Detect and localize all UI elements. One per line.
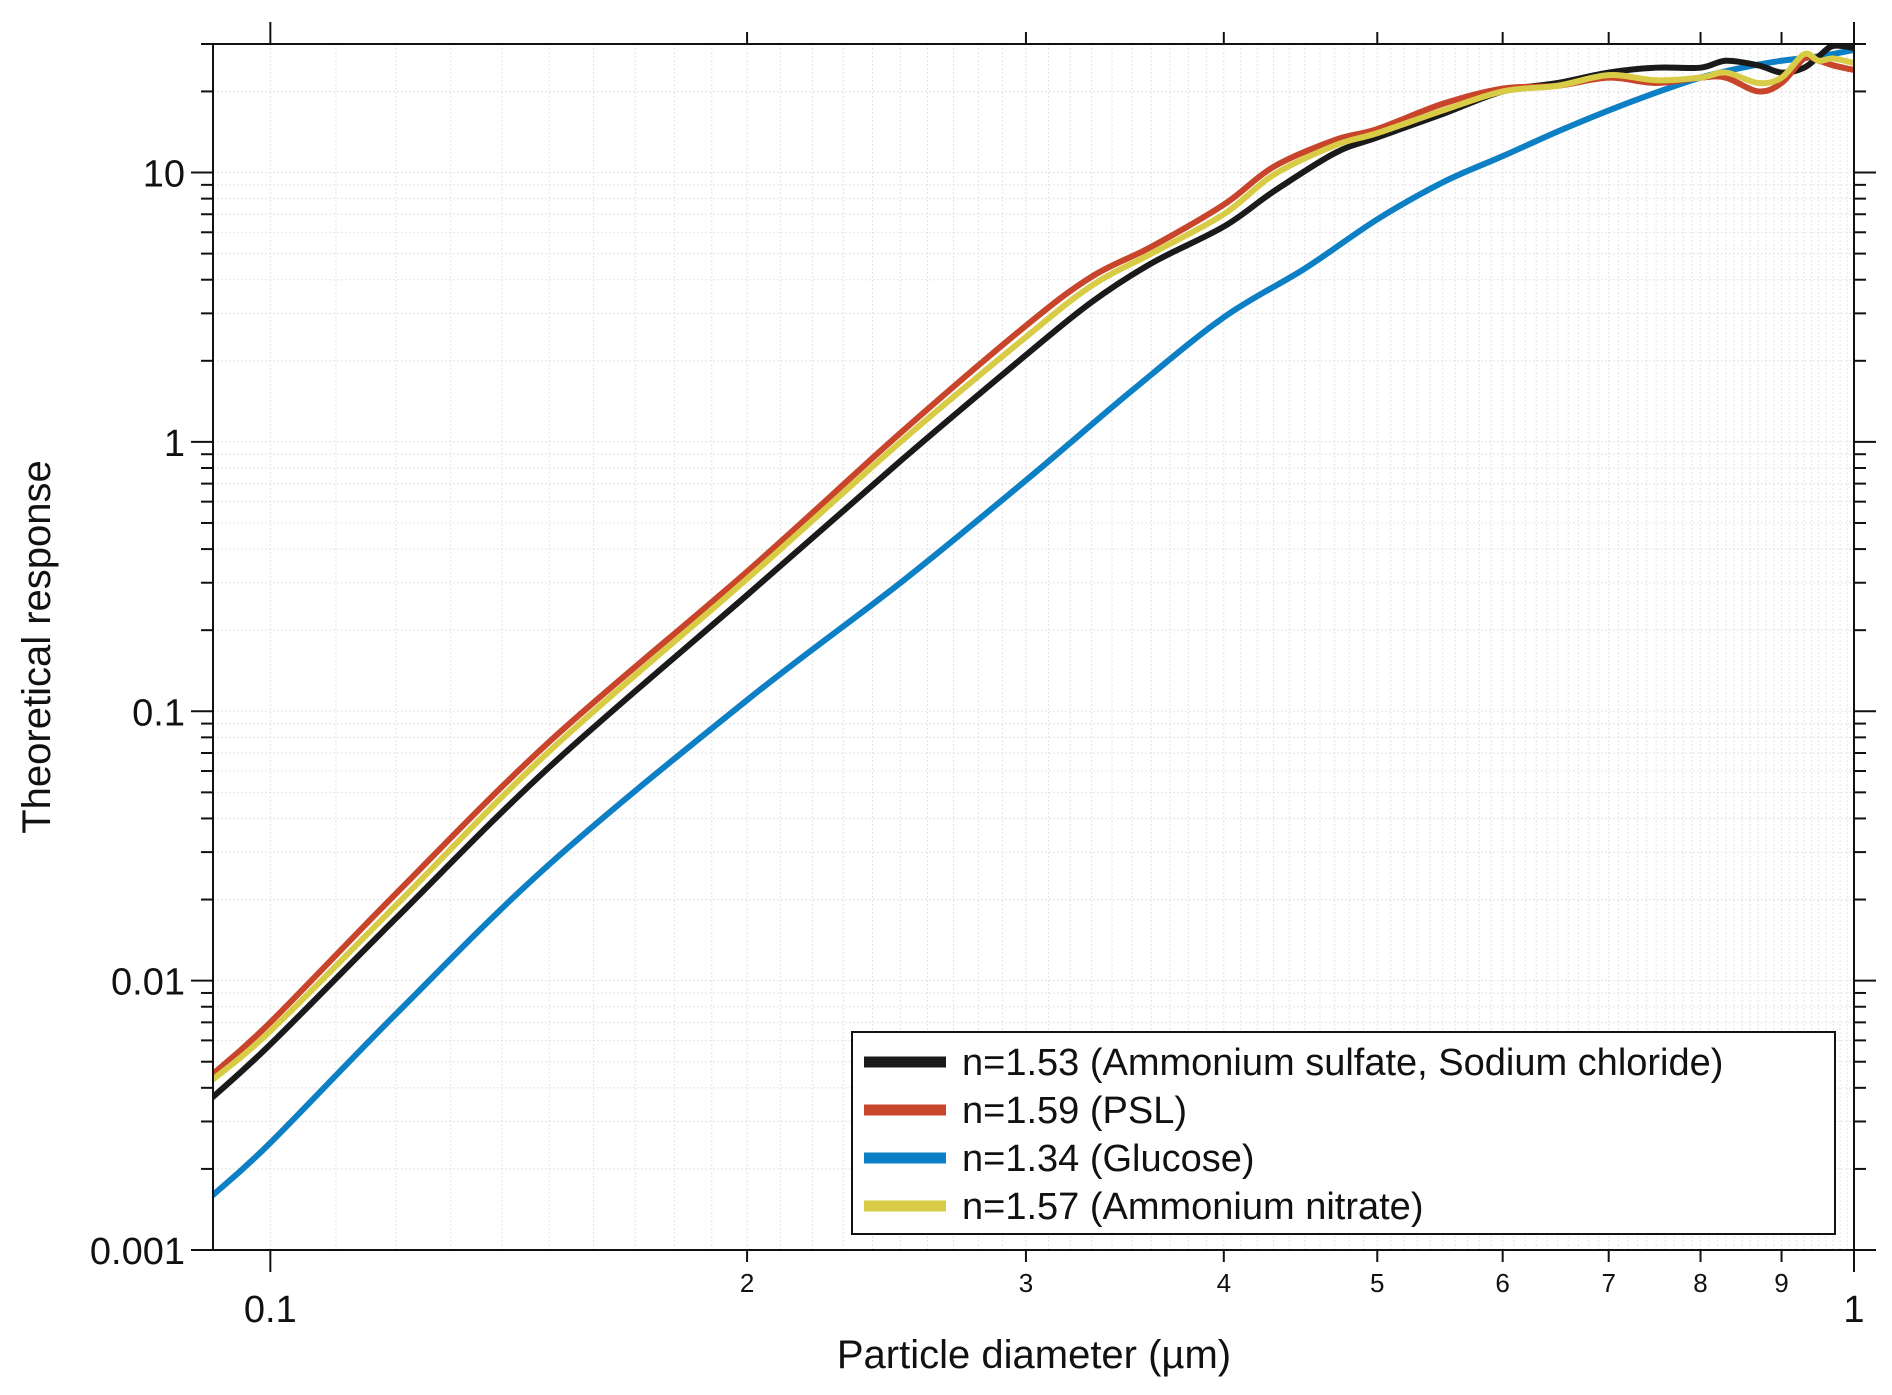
- y-tick-label-1: 0.01: [111, 962, 185, 1004]
- series-line-1: [213, 54, 1854, 1078]
- legend-box: [851, 1031, 1836, 1235]
- x-minor-tick-label-1: 3: [1019, 1268, 1033, 1298]
- legend-label-3: n=1.57 (Ammonium nitrate): [962, 1186, 1423, 1228]
- tick-labels: 0.001 0.01 0.1 1 10 0.1 1 2 3 4 5 6 7 8 9: [90, 154, 1865, 1331]
- series-line-3: [213, 50, 1854, 1083]
- legend-label-1: n=1.59 (PSL): [962, 1090, 1187, 1132]
- plot-frame: [212, 43, 1855, 1251]
- x-axis-title: Particle diameter (µm): [837, 1333, 1231, 1377]
- x-major-tick-label-0: 0.1: [244, 1289, 297, 1331]
- legend: n=1.53 (Ammonium sulfate, Sodium chlorid…: [851, 1031, 1836, 1235]
- x-minor-tick-label-5: 7: [1601, 1268, 1615, 1298]
- y-axis-title: Theoretical response: [15, 460, 59, 834]
- y-tick-label-0: 0.001: [90, 1231, 185, 1273]
- y-tick-label-2: 0.1: [132, 692, 185, 734]
- x-minor-tick-label-2: 4: [1217, 1268, 1231, 1298]
- x-major-tick-label-1: 1: [1843, 1289, 1864, 1331]
- x-minor-tick-label-0: 2: [740, 1268, 754, 1298]
- x-minor-tick-label-4: 6: [1495, 1268, 1509, 1298]
- series-line-2: [213, 47, 1854, 1199]
- legend-label-0: n=1.53 (Ammonium sulfate, Sodium chlorid…: [962, 1042, 1723, 1084]
- x-minor-tick-label-7: 9: [1774, 1268, 1788, 1298]
- x-minor-tick-label-6: 8: [1693, 1268, 1707, 1298]
- series-layer: [213, 44, 1854, 1199]
- y-tick-label-3: 1: [164, 423, 185, 465]
- x-minor-tick-label-3: 5: [1370, 1268, 1384, 1298]
- series-line-0: [213, 44, 1854, 1100]
- legend-label-2: n=1.34 (Glucose): [962, 1138, 1255, 1180]
- y-tick-label-4: 10: [143, 154, 185, 196]
- ticks: [191, 22, 1876, 1272]
